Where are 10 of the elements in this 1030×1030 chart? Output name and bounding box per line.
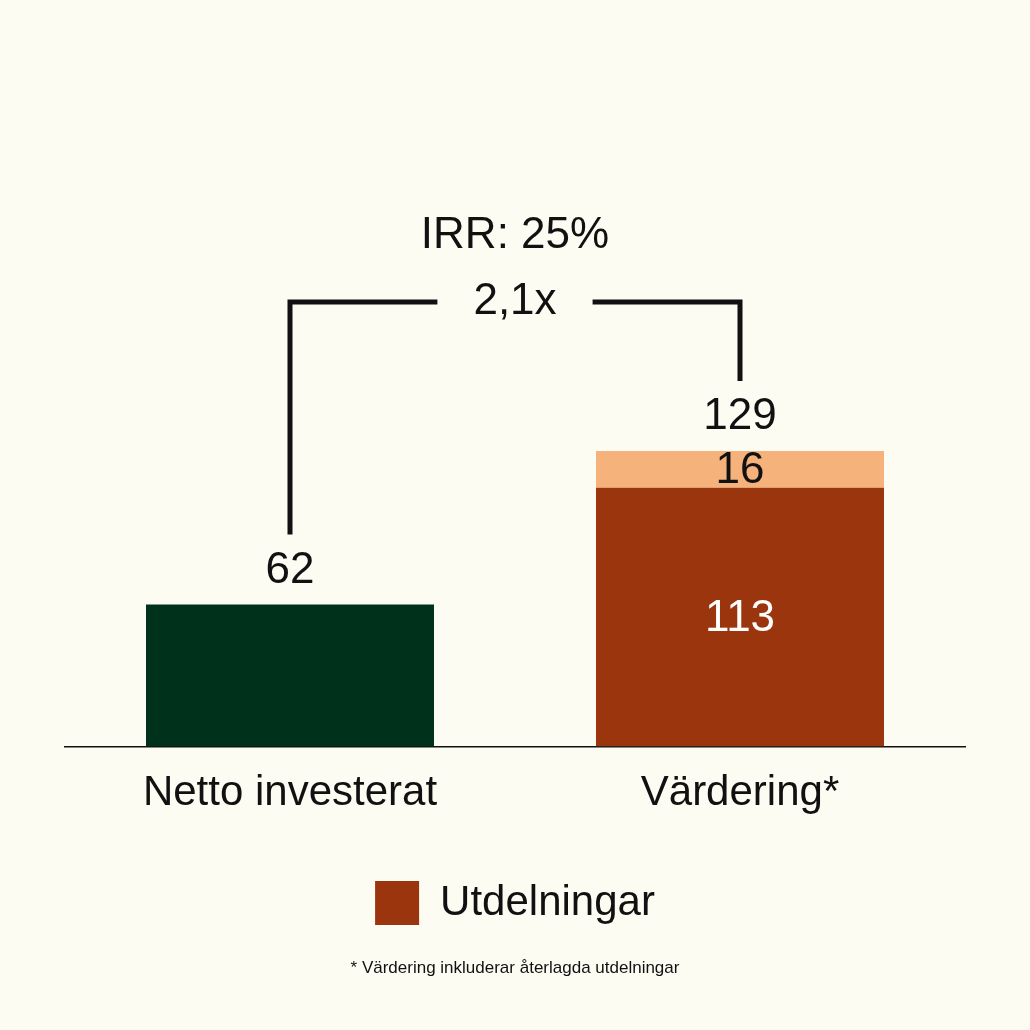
text: IRR: 25% (420, 208, 610, 258)
data-label: 16 (715, 443, 765, 493)
x-tick-label: Värdering* (640, 767, 840, 815)
total-label: 129 (703, 389, 777, 439)
total-label: 62 (265, 542, 315, 592)
text: * Värdering inkluderar återlagda utdelningar (350, 957, 680, 977)
data-label: 113 (704, 591, 776, 641)
text: 2,1x (473, 274, 557, 324)
legend-label: Utdelningar (440, 876, 655, 924)
x-tick-label: Netto investerat (142, 767, 438, 815)
